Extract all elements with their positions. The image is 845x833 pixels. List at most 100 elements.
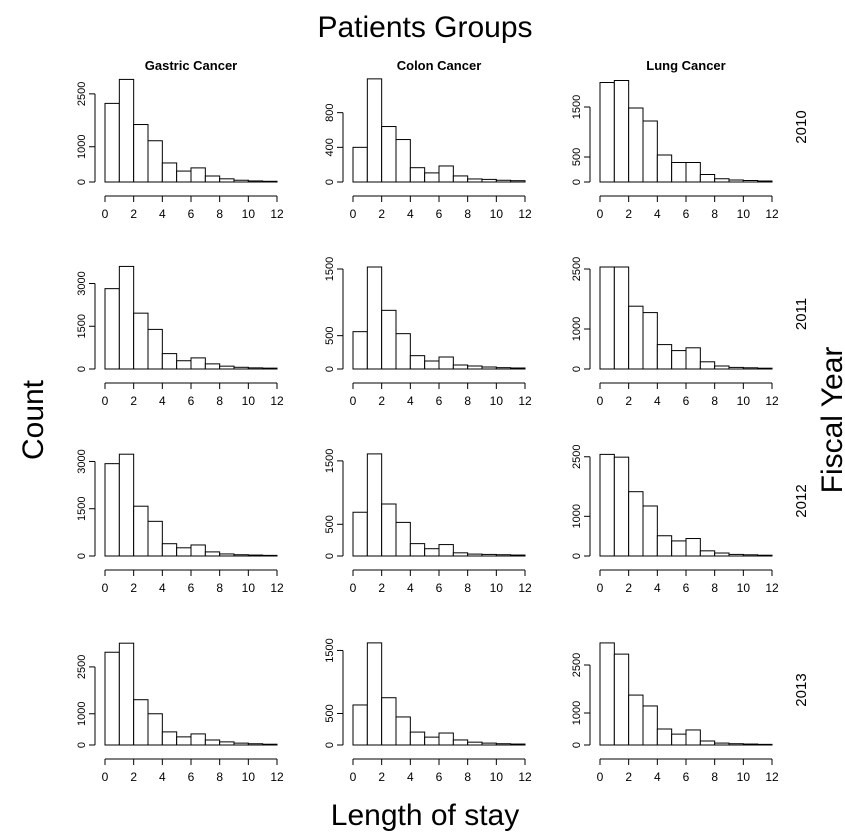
bar xyxy=(262,743,278,746)
bar xyxy=(104,651,120,746)
bar xyxy=(467,741,483,746)
y-tick-label: 1000 xyxy=(76,702,88,726)
y-tick-label: 1500 xyxy=(571,95,583,119)
bar xyxy=(352,146,368,183)
row-label: 2012 xyxy=(793,484,810,517)
bar xyxy=(481,553,497,557)
bar xyxy=(438,732,454,746)
x-axis-title: Length of stay xyxy=(331,799,519,832)
x-tick-label: 12 xyxy=(270,770,284,784)
bar xyxy=(219,178,235,183)
bar xyxy=(467,178,483,183)
bar xyxy=(452,175,469,183)
bar xyxy=(599,642,615,746)
y-tick-label: 0 xyxy=(324,742,336,748)
bar xyxy=(628,694,644,746)
x-tick-label: 12 xyxy=(765,581,779,595)
y-tick-label: 1500 xyxy=(76,314,88,338)
bar xyxy=(147,520,163,557)
x-tick-label: 8 xyxy=(464,394,471,408)
y-tick-label: 0 xyxy=(324,179,336,185)
x-tick-label: 2 xyxy=(130,394,137,408)
row-label: 2010 xyxy=(793,110,810,143)
bar xyxy=(190,544,206,557)
x-tick-label: 0 xyxy=(350,581,357,595)
x-tick-label: 10 xyxy=(490,770,504,784)
bar xyxy=(728,743,744,746)
bar xyxy=(510,367,526,370)
bar xyxy=(381,503,397,557)
x-tick-label: 10 xyxy=(242,581,256,595)
bar xyxy=(481,366,497,370)
x-tick-label: 0 xyxy=(597,581,604,595)
bar xyxy=(161,162,178,183)
x-tick-label: 8 xyxy=(711,770,718,784)
bar xyxy=(381,309,397,370)
bar xyxy=(642,705,658,746)
x-tick-label: 0 xyxy=(102,207,109,221)
x-tick-label: 8 xyxy=(464,581,471,595)
bar xyxy=(628,491,644,557)
y-tick-label: 1500 xyxy=(324,638,336,662)
bar xyxy=(714,552,730,557)
bar xyxy=(656,728,673,746)
bar xyxy=(757,554,773,557)
bar xyxy=(613,653,630,746)
bar xyxy=(262,367,278,370)
bar xyxy=(685,347,701,370)
x-tick-label: 4 xyxy=(654,394,661,408)
bar xyxy=(176,170,192,183)
bar xyxy=(190,733,206,746)
x-tick-label: 4 xyxy=(159,207,166,221)
x-tick-label: 12 xyxy=(518,394,532,408)
x-tick-label: 8 xyxy=(711,394,718,408)
bar xyxy=(599,453,615,557)
bar xyxy=(233,554,249,557)
bar xyxy=(204,739,221,746)
bar xyxy=(438,544,454,557)
bar xyxy=(728,553,744,557)
y-tick-label: 0 xyxy=(324,366,336,372)
x-tick-label: 10 xyxy=(490,207,504,221)
bar xyxy=(176,360,192,370)
bar xyxy=(381,697,397,746)
y-tick-label: 1500 xyxy=(324,257,336,281)
bar xyxy=(467,365,483,370)
bar xyxy=(118,453,135,557)
y-tick-label: 3000 xyxy=(76,271,88,295)
bar xyxy=(247,554,264,557)
bar xyxy=(262,554,278,557)
bar xyxy=(161,353,178,370)
x-tick-label: 6 xyxy=(188,394,195,408)
x-tick-label: 10 xyxy=(737,394,751,408)
bar xyxy=(104,102,120,183)
y-tick-label: 0 xyxy=(324,553,336,559)
x-tick-label: 2 xyxy=(378,207,385,221)
x-tick-label: 6 xyxy=(188,207,195,221)
bar xyxy=(656,535,673,557)
x-tick-label: 12 xyxy=(270,581,284,595)
y-tick-label: 2500 xyxy=(571,257,583,281)
x-tick-label: 4 xyxy=(159,581,166,595)
x-tick-label: 2 xyxy=(130,581,137,595)
bar xyxy=(671,733,687,746)
x-tick-label: 4 xyxy=(407,581,414,595)
bar xyxy=(176,736,192,746)
y-tick-label: 1000 xyxy=(76,135,88,159)
x-tick-label: 8 xyxy=(216,581,223,595)
bar xyxy=(395,521,411,557)
bar xyxy=(613,266,630,370)
bar xyxy=(161,731,178,746)
bar xyxy=(133,699,149,746)
bar xyxy=(424,172,440,183)
right-title: Fiscal Year xyxy=(816,347,845,494)
bar xyxy=(613,80,630,183)
bar xyxy=(671,350,687,370)
bar xyxy=(233,179,249,183)
x-tick-label: 12 xyxy=(270,394,284,408)
y-tick-label: 1000 xyxy=(571,317,583,341)
x-tick-label: 2 xyxy=(130,770,137,784)
main-title: Patients Groups xyxy=(317,11,532,44)
bar xyxy=(366,453,383,557)
y-tick-label: 500 xyxy=(571,148,583,166)
